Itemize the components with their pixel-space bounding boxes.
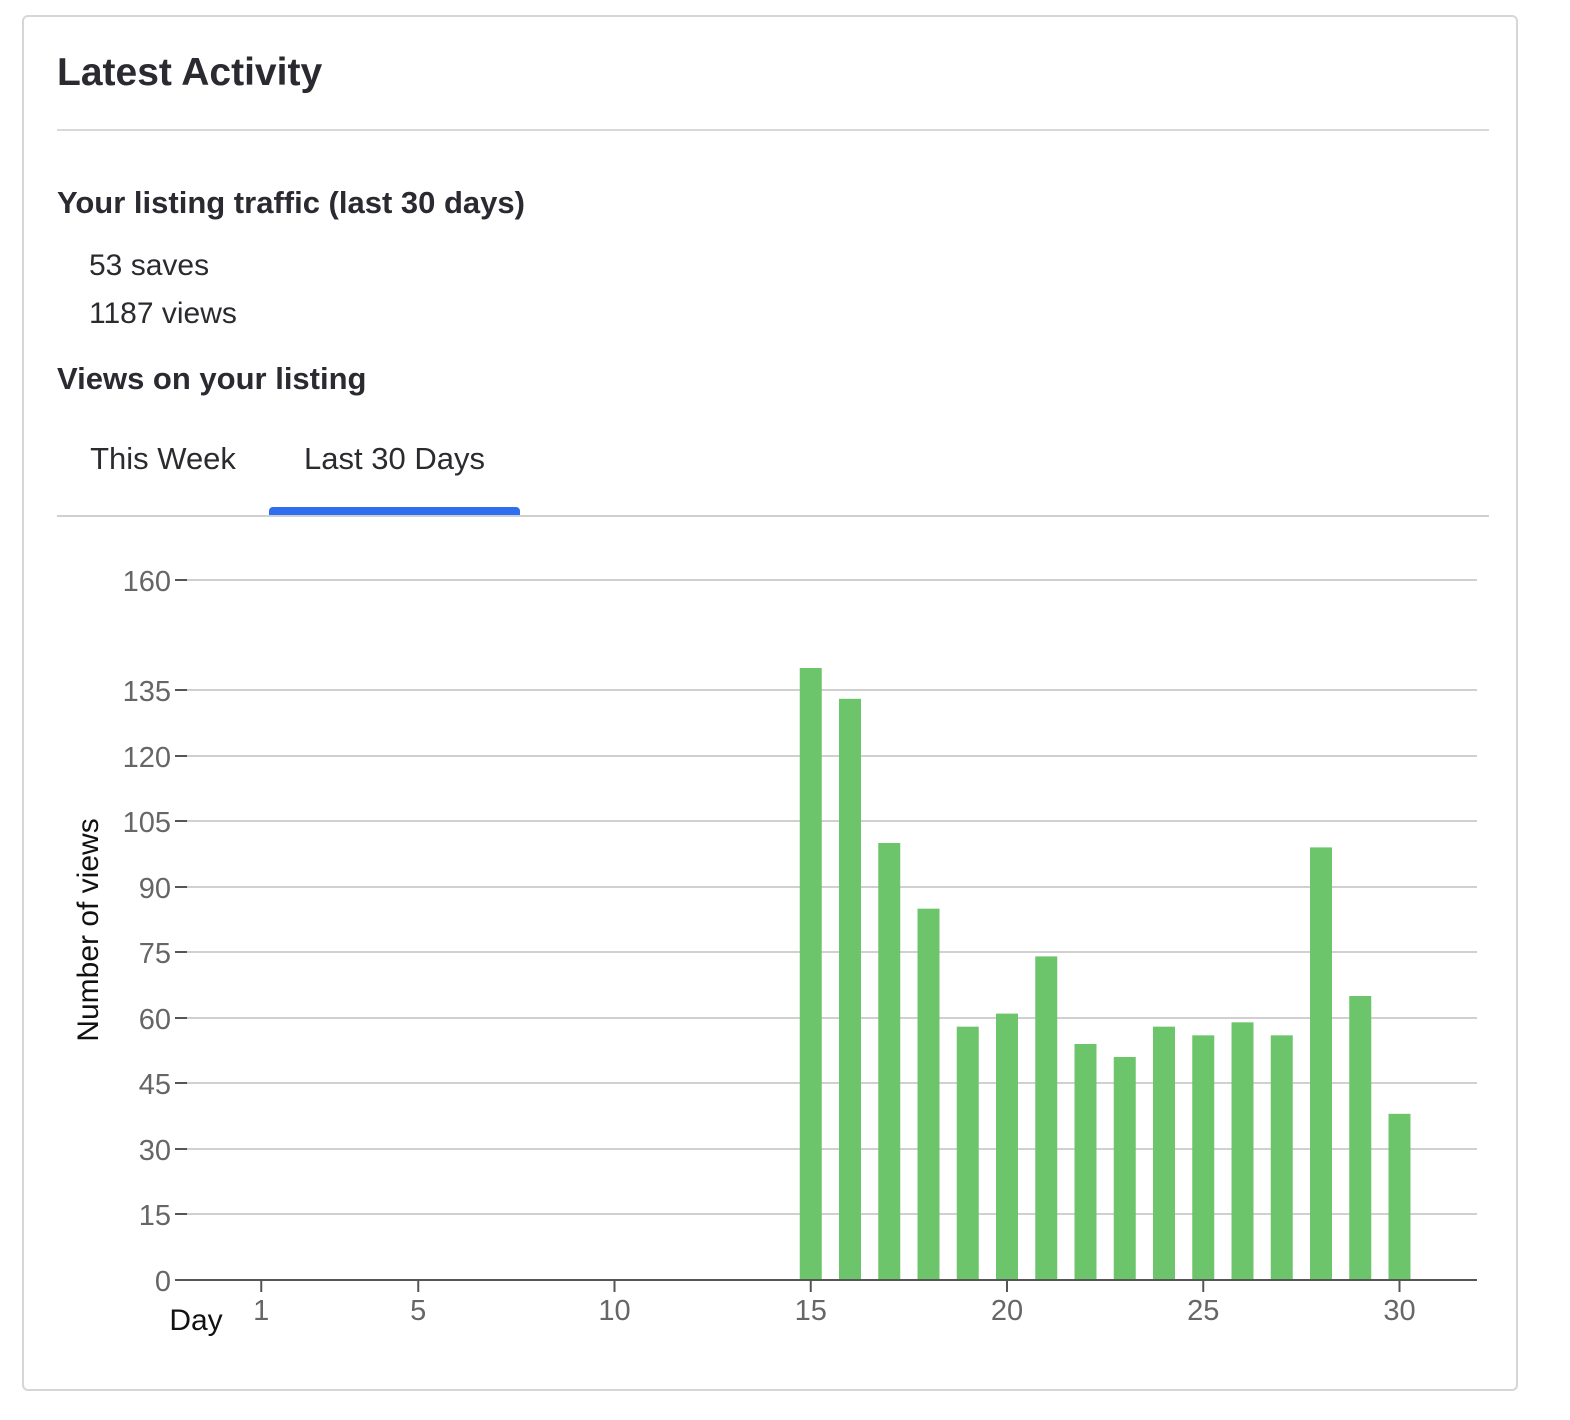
x-tick-label: 20 — [991, 1295, 1023, 1327]
x-tick-label: 15 — [795, 1295, 827, 1327]
x-tick-label: 25 — [1187, 1295, 1219, 1327]
bar — [1231, 1022, 1254, 1280]
y-tick-label: 30 — [139, 1135, 171, 1167]
active-tab-indicator — [269, 507, 520, 515]
x-tick-label: 1 — [253, 1295, 269, 1327]
tab-this-week[interactable]: This Week — [90, 441, 236, 476]
bar — [878, 843, 901, 1280]
y-tick-label: 135 — [123, 676, 171, 708]
y-tick-label: 105 — [123, 807, 171, 839]
views-count: 1187 views — [89, 297, 237, 330]
bar — [799, 668, 822, 1280]
bar — [1349, 996, 1372, 1280]
bar — [1113, 1057, 1136, 1280]
y-tick-label: 160 — [123, 566, 171, 598]
y-tick-label: 90 — [139, 873, 171, 905]
y-tick-label: 0 — [155, 1266, 171, 1298]
y-axis-title: Number of views — [72, 818, 105, 1041]
bar — [1270, 1035, 1293, 1280]
y-tick-label: 75 — [139, 938, 171, 970]
y-tick-label: 60 — [139, 1004, 171, 1036]
bar — [1153, 1026, 1175, 1280]
x-tick-label: 5 — [410, 1295, 426, 1327]
bar — [1310, 847, 1332, 1280]
bar — [1074, 1044, 1097, 1280]
bar — [956, 1026, 979, 1280]
y-tick-label: 120 — [123, 742, 171, 774]
bar — [1388, 1113, 1411, 1280]
bar — [839, 698, 861, 1280]
bar — [917, 908, 940, 1280]
tabs-divider — [57, 515, 1489, 517]
y-tick-label: 15 — [139, 1200, 171, 1232]
tab-last-30-days[interactable]: Last 30 Days — [304, 441, 485, 476]
views-heading: Views on your listing — [57, 361, 367, 396]
x-tick-label: 10 — [598, 1295, 630, 1327]
latest-activity-card: Latest Activity Your listing traffic (la… — [22, 15, 1518, 1391]
traffic-heading: Your listing traffic (last 30 days) — [57, 185, 525, 220]
title-divider — [57, 129, 1489, 131]
saves-count: 53 saves — [89, 249, 210, 282]
bar — [1192, 1035, 1215, 1280]
x-tick-label: 30 — [1383, 1295, 1415, 1327]
card-title: Latest Activity — [57, 51, 323, 94]
range-tabs: This Week Last 30 Days — [57, 437, 1489, 517]
x-axis-title: Day — [169, 1304, 222, 1337]
y-tick-label: 45 — [139, 1069, 171, 1101]
bar — [1035, 956, 1058, 1280]
bar — [996, 1013, 1018, 1280]
